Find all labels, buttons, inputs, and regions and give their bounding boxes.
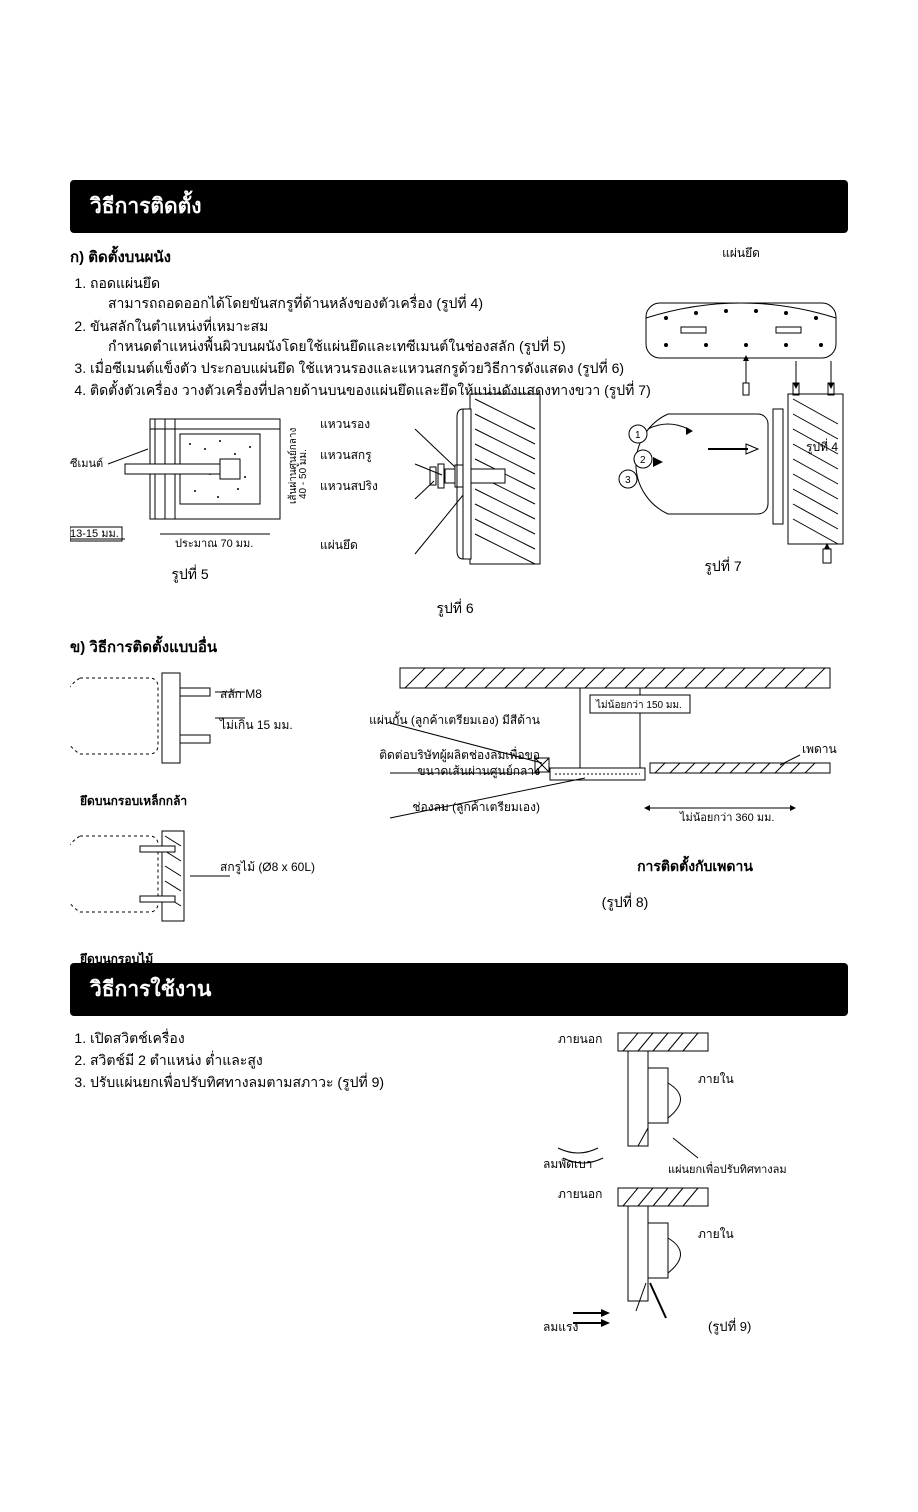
svg-text:ภายนอก: ภายนอก (558, 1032, 602, 1046)
usage-step-1: เปิดสวิตช์เครื่อง (90, 1028, 550, 1048)
fig6-spring: แหวนสปริง (320, 471, 378, 502)
step-3-text: เมื่อซีเมนต์แข็งตัว ประกอบแผ่นยึด ใช้แหว… (90, 360, 624, 376)
svg-text:ลมแรง: ลมแรง (543, 1320, 578, 1334)
alt-max15-label: ไม่เกิน 15 มม. (220, 716, 293, 735)
alt-damper-label: แผ่นกั้น (ลูกค้าเตรียมเอง) มีสีด้าน (360, 713, 540, 729)
alt-left: สลัก M8 ไม่เกิน 15 มม. ยึดบนกรอบเหล็กกล้… (70, 663, 350, 969)
alt-wood-svg (70, 821, 350, 941)
svg-text:ไม่น้อยกว่า 360 มม.: ไม่น้อยกว่า 360 มม. (679, 811, 774, 824)
usage-step-2: สวิตช์มี 2 ตำแหน่ง ต่ำและสูง (90, 1050, 550, 1070)
alt-bolt-label: สลัก M8 (220, 685, 293, 704)
alt-duct-label: ช่องลม (ลูกค้าเตรียมเอง) (360, 800, 540, 816)
svg-text:13-15 มม.: 13-15 มม. (70, 528, 119, 540)
usage-row: เปิดสวิตช์เครื่อง สวิตช์มี 2 ตำแหน่ง ต่ำ… (70, 1028, 848, 1368)
figure-9: ภายนอก ภายใน ลมพัดเบา แผ่นยกเพื่อปรับทิศ… (488, 1028, 788, 1348)
svg-text:2: 2 (640, 455, 646, 466)
svg-text:ซีเมนต์: ซีเมนต์ (70, 457, 103, 470)
fig8-caption: (รูปที่ 8) (410, 892, 840, 914)
svg-text:3: 3 (625, 475, 631, 486)
fig9-top-svg: ภายนอก ภายใน ลมพัดเบา แผ่นยกเพื่อปรับทิศ… (488, 1028, 788, 1178)
svg-text:เพดาน: เพดาน (802, 742, 837, 756)
alt-steel-caption: ยึดบนกรอบเหล็กกล้า (80, 792, 350, 811)
section-usage-header: วิธีการใช้งาน (70, 963, 848, 1016)
svg-text:40 - 50 มม.: 40 - 50 มม. (298, 449, 309, 499)
alt-install-block: สลัก M8 ไม่เกิน 15 มม. ยึดบนกรอบเหล็กกล้… (70, 663, 848, 963)
alt-wood-caption: ยึดบนกรอบไม้ (80, 950, 350, 969)
alt-wood-screw-label: สกรูไม้ (Ø8 x 60L) (220, 858, 315, 877)
fig6-caption: รูปที่ 6 (360, 598, 550, 620)
usage-step-3: ปรับแผ่นยกเพื่อปรับทิศทางลมตามสภาวะ (รูป… (90, 1072, 550, 1092)
fig5-caption: รูปที่ 5 (70, 564, 310, 586)
figure-7: 1 2 3 รูปที่ 7 (598, 389, 848, 578)
svg-text:1: 1 (635, 430, 641, 441)
usage-steps: เปิดสวิตช์เครื่อง สวิตช์มี 2 ตำแหน่ง ต่ำ… (70, 1028, 550, 1093)
fig4-plate-label: แผ่นยึด (636, 244, 846, 263)
fig7-svg: 1 2 3 (598, 389, 848, 569)
alt-steel-svg (70, 663, 350, 783)
alt-right: ไม่น้อยกว่า 150 มม. ไม่น้อยกว่า 360 มม. … (370, 663, 840, 914)
fig6-washer: แหวนรอง (320, 409, 378, 440)
svg-text:ลมพัดเบา: ลมพัดเบา (543, 1157, 592, 1171)
fig6-svg (360, 389, 550, 599)
page: วิธีการติดตั้ง ก) ติดตั้งบนผนัง ถอดแผ่นย… (0, 0, 918, 1428)
figure-5: ซีเมนต์ 13-15 มม. ประมาณ 70 มม. เส้นผ่าน… (70, 409, 310, 586)
svg-text:ภายใน: ภายใน (698, 1072, 734, 1086)
figure-6: แหวนรอง แหวนสกรู แหวนสปริง แผ่นยึด รูปที… (360, 389, 550, 620)
fig5-svg: ซีเมนต์ 13-15 มม. ประมาณ 70 มม. เส้นผ่าน… (70, 409, 310, 559)
svg-text:แผ่นยกเพื่อปรับทิศทางลม: แผ่นยกเพื่อปรับทิศทางลม (668, 1161, 787, 1176)
sub-heading-alt: ข) วิธีการติดตั้งแบบอื่น (70, 635, 848, 659)
fig6-screw-washer: แหวนสกรู (320, 440, 378, 471)
fig9-bottom-svg: ภายนอก ภายใน ลมแรง (รูปที่ 9) (488, 1183, 788, 1343)
step-1-text: ถอดแผ่นยึด (90, 275, 160, 291)
svg-text:(รูปที่ 9): (รูปที่ 9) (708, 1318, 751, 1335)
step-2-text: ขันสลักในตำแหน่งที่เหมาะสม (90, 318, 268, 334)
svg-text:ไม่น้อยกว่า 150 มม.: ไม่น้อยกว่า 150 มม. (595, 699, 682, 711)
section-installation-header: วิธีการติดตั้ง (70, 180, 848, 233)
alt-contact-label: ติดต่อบริษัทผู้ผลิตช่องลมเพื่อขอขนาดเส้น… (360, 748, 540, 779)
svg-text:ภายนอก: ภายนอก (558, 1187, 602, 1201)
fig6-plate: แผ่นยึด (320, 530, 378, 561)
svg-text:ภายใน: ภายใน (698, 1227, 734, 1241)
figure-row-5-6-7: ซีเมนต์ 13-15 มม. ประมาณ 70 มม. เส้นผ่าน… (70, 409, 848, 629)
svg-text:ประมาณ 70 มม.: ประมาณ 70 มม. (175, 538, 253, 550)
